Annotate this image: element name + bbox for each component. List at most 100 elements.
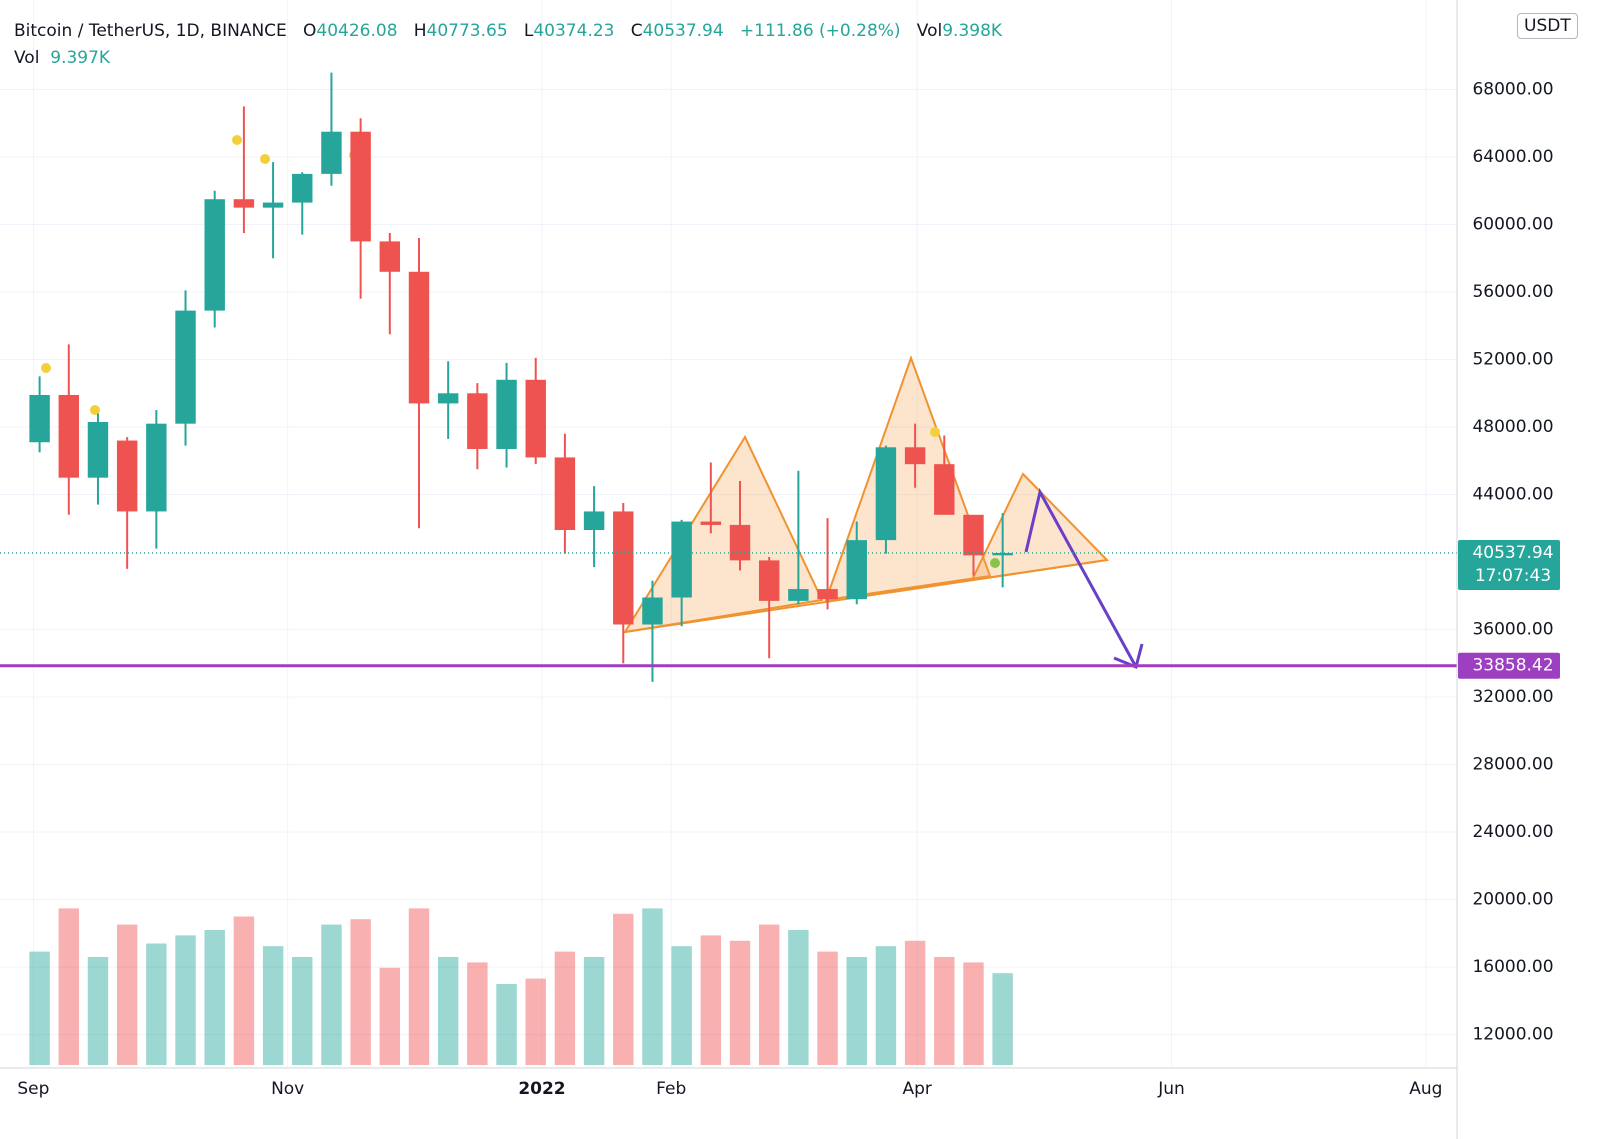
vol-label: Vol xyxy=(916,21,943,41)
y-tick-label: 12000.00 xyxy=(1472,1025,1553,1045)
candle-body xyxy=(146,423,167,512)
volume-bar xyxy=(788,930,809,1065)
candle-body xyxy=(904,447,926,465)
candle-body xyxy=(408,271,430,404)
c-label: C xyxy=(630,21,643,41)
volume-bar xyxy=(525,978,546,1065)
volume-bar xyxy=(146,943,167,1065)
candle-body xyxy=(116,440,138,512)
volume-pane xyxy=(29,908,1013,1065)
volume-bar xyxy=(437,957,459,1065)
x-tick-label: Jun xyxy=(1157,1079,1185,1099)
countdown-label: 17:07:43 xyxy=(1475,566,1551,586)
candle-body xyxy=(992,552,1013,556)
candle-body xyxy=(204,199,225,311)
volume-bar xyxy=(408,908,430,1065)
volume-bar xyxy=(58,908,80,1065)
last-price-label: 40537.94 xyxy=(1472,543,1553,563)
x-tick-label: Apr xyxy=(902,1079,931,1099)
candle-body xyxy=(525,379,546,458)
legend: Bitcoin / TetherUS, 1D, BINANCE O40426.0… xyxy=(14,18,1002,72)
y-tick-label: 16000.00 xyxy=(1472,957,1553,977)
candle-body xyxy=(963,514,984,556)
marker-dot xyxy=(930,427,940,437)
candle-body xyxy=(613,511,634,625)
grid xyxy=(0,0,1457,1068)
x-tick-label: Aug xyxy=(1409,1079,1442,1099)
volume-bar xyxy=(875,946,897,1065)
candle-body xyxy=(788,589,809,601)
volume: 9.398K xyxy=(942,21,1003,41)
candle-body xyxy=(437,393,459,404)
candle-body xyxy=(379,241,401,272)
volume-bar xyxy=(700,935,722,1065)
projection-arrow xyxy=(1024,487,1138,668)
y-tick-label: 36000.00 xyxy=(1472,620,1553,640)
marker-dot xyxy=(260,154,270,164)
volume-bar xyxy=(233,916,255,1065)
volume-bar xyxy=(467,962,488,1065)
l-label: L xyxy=(523,21,534,41)
y-tick-label: 60000.00 xyxy=(1472,215,1553,235)
candle-body xyxy=(700,521,722,525)
candle-body xyxy=(496,379,517,449)
candle-body xyxy=(233,199,255,208)
low: 40374.23 xyxy=(533,21,615,41)
x-tick-label: Sep xyxy=(17,1079,49,1099)
volume-bar xyxy=(613,913,634,1065)
marker-dot xyxy=(41,363,51,373)
candle-body xyxy=(87,421,109,478)
candle-body xyxy=(729,524,751,561)
price-pane xyxy=(0,72,1457,682)
volume-bar xyxy=(729,940,751,1065)
y-tick-label: 32000.00 xyxy=(1472,687,1553,707)
support-tag xyxy=(1458,652,1560,679)
candle-body xyxy=(554,457,576,530)
candle-body xyxy=(758,560,780,601)
volume: 9.397K xyxy=(50,48,111,68)
y-tick-label: 44000.00 xyxy=(1472,485,1553,505)
volume-bar xyxy=(29,951,50,1065)
symbol: Bitcoin / TetherUS, 1D, BINANCE xyxy=(14,21,287,41)
candle-body xyxy=(875,447,897,541)
y-tick-label: 28000.00 xyxy=(1472,755,1553,775)
marker-dot xyxy=(990,558,1000,568)
candle-body xyxy=(175,310,196,424)
volume-bar xyxy=(175,935,196,1065)
candle-body xyxy=(350,131,371,242)
volume-bar xyxy=(963,962,984,1065)
y-tick-label: 24000.00 xyxy=(1472,822,1553,842)
volume-bar xyxy=(379,967,401,1065)
volume-bar xyxy=(496,984,517,1065)
volume-bar xyxy=(583,957,605,1065)
change: +111.86 (+0.28%) xyxy=(739,21,901,41)
support-label: 33858.42 xyxy=(1472,656,1553,676)
candle-body xyxy=(292,173,313,203)
volume-bar xyxy=(671,946,692,1065)
volume-bar xyxy=(934,957,955,1065)
volume-bar xyxy=(846,957,867,1065)
candle-body xyxy=(262,202,284,208)
x-tick-label: Feb xyxy=(656,1079,686,1099)
currency-button[interactable]: USDT xyxy=(1517,13,1578,39)
volume-bar xyxy=(992,973,1013,1065)
volume-bar xyxy=(321,924,342,1065)
axes: 12000.00 16000.00 20000.00 24000.00 28000.00… xyxy=(17,80,1560,1099)
y-tick-label: 48000.00 xyxy=(1472,417,1553,437)
o-label: O xyxy=(303,21,317,41)
x-tick-label: Nov xyxy=(271,1079,304,1099)
volume-bar xyxy=(350,919,371,1065)
candle-body xyxy=(29,394,50,443)
candle-body xyxy=(583,511,605,530)
h-label: H xyxy=(413,21,427,41)
marker-dot xyxy=(232,135,242,145)
volume-bar xyxy=(758,924,780,1065)
volume-bar xyxy=(904,940,926,1065)
y-tick-label: 52000.00 xyxy=(1472,350,1553,370)
ohlc-row: Bitcoin / TetherUS, 1D, BINANCE O40426.0… xyxy=(14,18,1002,45)
candle-body xyxy=(642,597,663,625)
candle-body xyxy=(846,540,867,600)
candle-body xyxy=(934,464,955,515)
